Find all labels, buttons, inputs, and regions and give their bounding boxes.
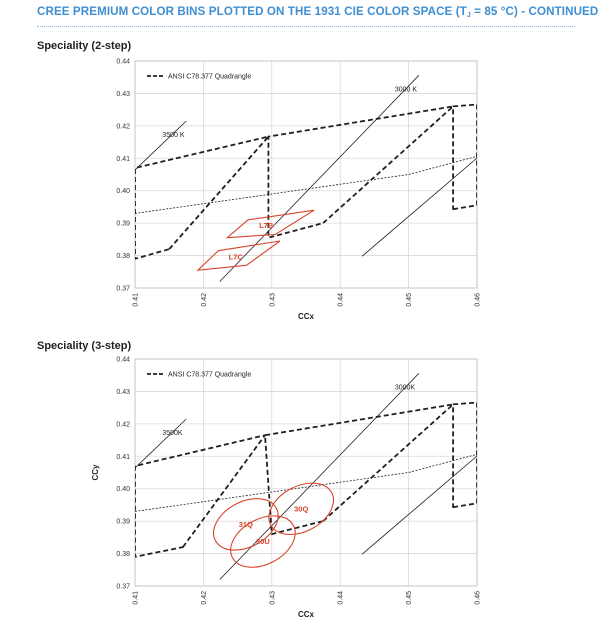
color-bin [196,240,281,271]
y-tick-label: 0.40 [116,486,130,493]
section-heading-2-step: Speciality (2-step) [37,40,132,52]
x-tick-label: 0.43 [269,293,276,307]
plot-frame [134,60,478,289]
color-bin-label: L7C [229,252,244,261]
y-tick-label: 0.44 [116,357,130,364]
x-tick-label: 0.46 [475,293,482,307]
plot-frame [134,358,478,587]
y-axis-label: CCy [91,464,100,481]
y-tick-label: 0.42 [116,421,130,428]
ansi-quadrangle [135,135,270,260]
cct-line-label: 3500 K [162,132,185,139]
ansi-quadrangle [452,103,477,211]
y-tick-label: 0.43 [116,91,130,98]
x-tick-label: 0.45 [406,591,413,605]
legend-label: ANSI C78.377 Quadrangle [168,74,251,81]
cct-line-label: 3000 K [395,86,418,93]
x-tick-label: 0.46 [475,591,482,605]
blackbody-curve [135,155,477,214]
y-tick-label: 0.44 [116,59,130,66]
cct-line [135,120,187,171]
cct-line-label: 3500K [162,430,183,437]
x-tick-label: 0.44 [338,293,345,307]
x-tick-label: 0.43 [269,591,276,605]
cct-line [361,157,477,257]
ansi-quadrangle [452,401,477,509]
chart-speciality-2-step: 0.37 0.38 0.39 0.40 0.41 0.42 0.43 0.44 0.41 0.42… [116,59,482,322]
cct-line-label: 3000K [395,384,416,391]
y-tick-label: 0.43 [116,389,130,396]
y-tick-label: 0.42 [116,123,130,130]
blackbody-curve [135,453,477,512]
cct-line [361,455,477,555]
x-tick-label: 0.42 [201,293,208,307]
section-heading-3-step: Speciality (3-step) [37,340,132,352]
color-bin [225,209,315,239]
y-tick-label: 0.40 [116,188,130,195]
ansi-quadrangle [267,105,455,239]
y-tick-label: 0.38 [116,551,130,558]
ansi-quadrangle [135,434,266,558]
page-title: CREE PREMIUM COLOR BINS PLOTTED ON THE 1… [37,5,599,19]
x-tick-label: 0.41 [133,293,140,307]
x-axis-label: CCx [298,610,315,619]
plot-area [135,373,477,580]
title-divider [37,26,575,27]
legend-label: ANSI C78.377 Quadrangle [168,372,251,379]
y-tick-label: 0.38 [116,253,130,260]
y-tick-label: 0.37 [116,584,130,591]
y-tick-label: 0.37 [116,286,130,293]
color-bin [268,482,334,536]
cct-line [219,75,420,282]
plot-area [135,75,477,282]
color-bin-label: 30Q [294,504,308,513]
x-tick-label: 0.42 [201,591,208,605]
y-tick-label: 0.39 [116,519,130,526]
y-tick-label: 0.39 [116,221,130,228]
color-bin-label: 30U [256,537,270,546]
ansi-quadrangle [264,403,455,536]
color-bin-label: L7B [259,221,274,230]
x-tick-label: 0.44 [338,591,345,605]
color-bin [230,515,296,568]
cct-line [135,418,187,469]
color-bin [213,498,279,551]
x-axis-label: CCx [298,312,315,321]
cct-line [219,373,420,580]
x-tick-label: 0.45 [406,293,413,307]
x-tick-label: 0.41 [133,591,140,605]
y-tick-label: 0.41 [116,454,130,461]
color-bin-label: 31Q [239,520,253,529]
chart-speciality-3-step: 0.37 0.38 0.39 0.40 0.41 0.42 0.43 0.44 0.41 0.42… [91,357,482,620]
y-tick-label: 0.41 [116,156,130,163]
